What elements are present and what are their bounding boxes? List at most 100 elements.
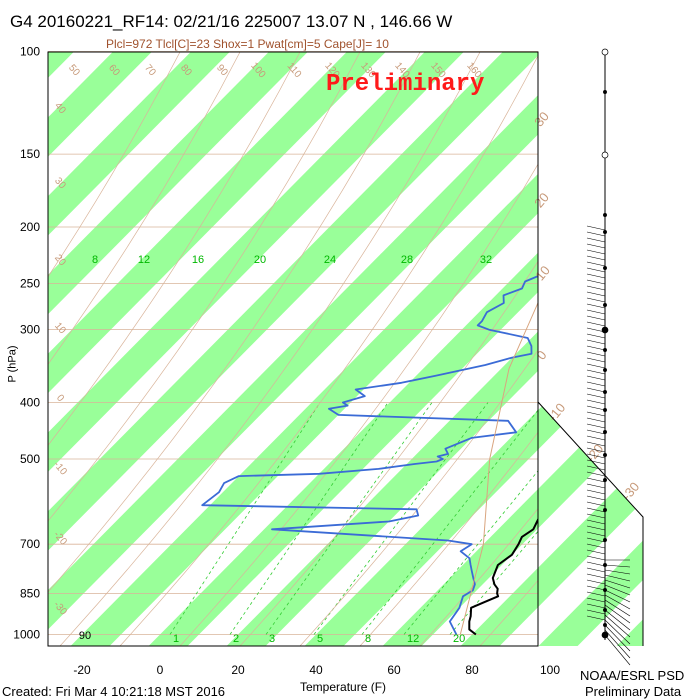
wind-barb bbox=[586, 597, 606, 603]
dry-adiabat bbox=[48, 52, 181, 278]
isotherm-label: 28 bbox=[401, 254, 413, 266]
isotherm-label: 8 bbox=[92, 254, 98, 266]
wind-barb bbox=[586, 615, 606, 621]
dry-adiabat-label: 0 bbox=[54, 393, 66, 405]
wind-barb bbox=[586, 537, 606, 543]
dry-adiabat-label: 10 bbox=[52, 321, 68, 337]
wind-barb bbox=[586, 321, 606, 327]
wind-dot bbox=[603, 453, 607, 457]
wind-barb bbox=[586, 393, 606, 399]
x-tick-label: 40 bbox=[309, 663, 323, 677]
mixing-ratio-line bbox=[229, 402, 389, 635]
y-tick-label: 700 bbox=[20, 537, 40, 551]
wind-barb bbox=[586, 237, 606, 243]
wind-barb bbox=[586, 465, 606, 471]
wind-barb bbox=[586, 357, 606, 363]
wind-barb bbox=[586, 267, 606, 273]
wind-dot bbox=[603, 430, 607, 434]
wind-barb bbox=[586, 585, 606, 591]
wind-barb bbox=[604, 614, 631, 638]
wind-barb bbox=[586, 513, 606, 519]
mixing-ratio-label: 12 bbox=[407, 633, 419, 645]
y-tick-label: 150 bbox=[20, 147, 40, 161]
wind-barb bbox=[604, 604, 631, 624]
wind-barb bbox=[586, 285, 606, 291]
wind-barb bbox=[586, 333, 606, 339]
dry-adiabat bbox=[48, 52, 421, 593]
y-tick-label: 1000 bbox=[13, 628, 40, 642]
isotherm-band bbox=[48, 52, 230, 635]
y-tick-label: 200 bbox=[20, 220, 40, 234]
mixing-ratio-label: 2 bbox=[233, 633, 239, 645]
wind-barb bbox=[586, 405, 606, 411]
dry-adiabat bbox=[48, 52, 241, 365]
wind-barb bbox=[586, 381, 606, 387]
wind-barb bbox=[604, 564, 631, 568]
wind-barb-column bbox=[586, 48, 631, 666]
wind-barb bbox=[604, 629, 631, 659]
wind-barb bbox=[604, 584, 631, 596]
dry-adiabat bbox=[48, 52, 301, 446]
temperature-line bbox=[468, 517, 538, 636]
y-tick-label: 500 bbox=[20, 452, 40, 466]
mixing-ratio-lines bbox=[169, 402, 538, 635]
reference-line bbox=[666, 317, 669, 334]
wind-barb bbox=[586, 363, 606, 369]
x-tick-label: 0 bbox=[157, 663, 164, 677]
dry-adiabat bbox=[600, 52, 700, 646]
parcel-line bbox=[459, 301, 538, 635]
dry-adiabat bbox=[660, 52, 700, 646]
wind-barb bbox=[586, 297, 606, 303]
wind-dot bbox=[603, 230, 607, 234]
wind-barb bbox=[586, 549, 606, 555]
created-timestamp: Created: Fri Mar 4 10:21:18 MST 2016 bbox=[2, 684, 226, 699]
wind-barb bbox=[586, 225, 606, 231]
x-tick-label: 100 bbox=[540, 663, 560, 677]
wind-dot bbox=[603, 508, 607, 512]
wind-barb bbox=[586, 399, 606, 405]
isotherm-bands bbox=[48, 52, 643, 646]
dry-adiabat bbox=[239, 260, 538, 646]
wind-barb bbox=[586, 561, 606, 567]
isotherm-band bbox=[226, 634, 277, 646]
isotherm-band bbox=[48, 52, 464, 635]
wind-barb bbox=[586, 309, 606, 315]
y-tick-label: 100 bbox=[20, 45, 40, 59]
x-tick-label: -20 bbox=[73, 663, 91, 677]
wind-barb bbox=[586, 441, 606, 447]
wind-barb bbox=[586, 459, 606, 465]
wind-barb bbox=[604, 574, 631, 582]
wind-barb bbox=[586, 519, 606, 525]
x-tick-label: 80 bbox=[465, 663, 479, 677]
wind-barb bbox=[586, 261, 606, 267]
wind-barb bbox=[586, 315, 606, 321]
x-tick-label: 60 bbox=[387, 663, 401, 677]
wind-barb bbox=[586, 501, 606, 507]
mixing-ratio-line bbox=[169, 402, 321, 635]
wind-dot bbox=[601, 48, 609, 56]
wind-barb bbox=[586, 591, 606, 597]
mixing-ratio-label: 8 bbox=[365, 633, 371, 645]
wind-barb bbox=[586, 525, 606, 531]
mixing-ratio-line bbox=[361, 409, 538, 635]
isotherm-band bbox=[538, 634, 589, 646]
wind-barb bbox=[586, 435, 606, 441]
wind-dot bbox=[603, 90, 607, 94]
wind-barb bbox=[586, 231, 606, 237]
wind-barb bbox=[586, 345, 606, 351]
isotherm-band bbox=[394, 52, 643, 635]
dry-adiabat-lines bbox=[48, 52, 700, 646]
wind-dot bbox=[603, 538, 607, 542]
wind-dot bbox=[603, 213, 607, 217]
isotherm-label: 24 bbox=[324, 254, 336, 266]
y-tick-label: 300 bbox=[20, 323, 40, 337]
dry-adiabat-label: 70 bbox=[142, 63, 158, 79]
wind-barb bbox=[586, 423, 606, 429]
isotherm-label: 32 bbox=[480, 254, 492, 266]
wind-dot bbox=[603, 478, 607, 482]
wind-barb bbox=[604, 589, 631, 603]
wind-barb bbox=[604, 579, 631, 589]
wind-dot bbox=[603, 303, 607, 307]
wind-barb bbox=[586, 603, 606, 609]
